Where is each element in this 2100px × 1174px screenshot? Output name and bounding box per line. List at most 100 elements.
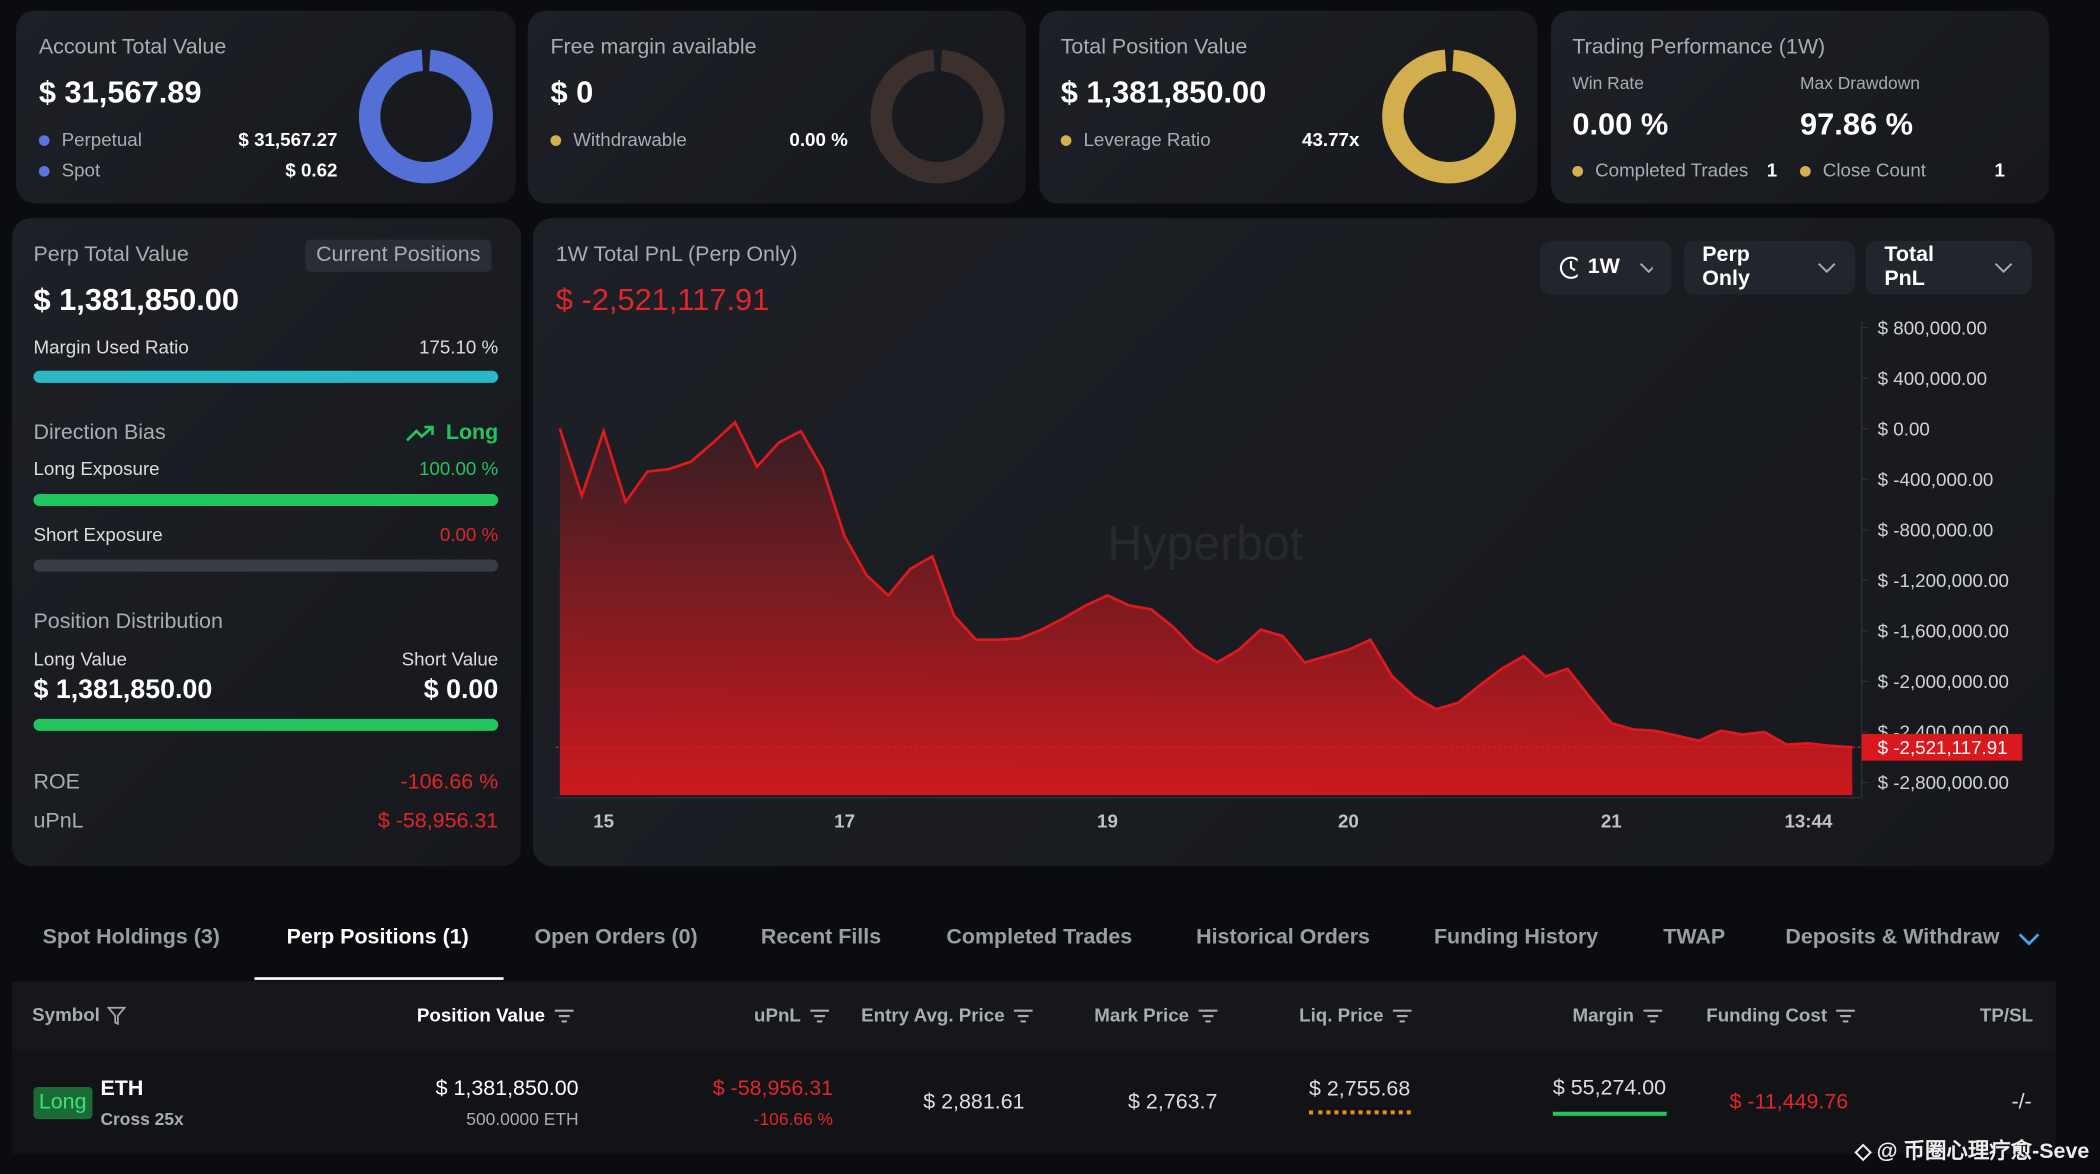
label: Spot (61, 159, 101, 181)
column-header[interactable]: Entry Avg. Price (861, 1004, 1034, 1025)
label: Short Exposure (33, 523, 163, 545)
donut (358, 49, 493, 184)
control-label: Perp Only (1702, 243, 1750, 291)
scope-select[interactable]: Perp Only (1683, 240, 1855, 295)
tab[interactable]: Perp Positions (1) (286, 926, 469, 950)
upnl-pct: -106.66 % (753, 1109, 834, 1130)
sort-icon (810, 1010, 830, 1023)
column-label: Funding Cost (1706, 1003, 1828, 1026)
mode: Cross 25x (100, 1109, 184, 1130)
column-header[interactable]: Mark Price (1094, 1004, 1218, 1025)
label: Close Count (1822, 159, 1926, 181)
metric-select[interactable]: Total PnL (1865, 240, 2032, 295)
mark-price: $ 2,763.7 (1128, 1090, 1218, 1114)
chevron (1995, 263, 2013, 274)
value: 100.00 % (418, 457, 499, 480)
card-value: $ 31,567.89 (38, 74, 202, 110)
trend-icon (406, 425, 434, 442)
badge[interactable]: Current Positions (305, 239, 492, 272)
funding-cost: $ -11,449.76 (1729, 1090, 1849, 1114)
value: -106.66 % (400, 771, 499, 794)
sort-icon (1198, 1010, 1218, 1023)
column-header[interactable]: Liq. Price (1299, 1004, 1413, 1025)
column-label: uPnL (754, 1003, 801, 1026)
card-value: $ 0 (550, 74, 594, 110)
control-label: Total PnL (1884, 243, 1934, 291)
label: Max Drawdown (1800, 72, 1920, 94)
legend-item: Leverage Ratio (1060, 129, 1211, 150)
column-header[interactable]: Margin (1572, 1004, 1663, 1025)
bias: Long (406, 421, 499, 446)
chart-title: 1W Total PnL (Perp Only) (555, 243, 798, 267)
card-title: Total Position Value (1060, 36, 1248, 59)
more-chevron[interactable] (2018, 933, 2040, 946)
sort-icon (1014, 1010, 1033, 1023)
legend-item: Perpetual (38, 128, 142, 150)
label: ROE (33, 771, 80, 794)
clock-icon (1559, 256, 1578, 279)
column-header[interactable]: TP/SL (1980, 1004, 2033, 1025)
donut (1382, 49, 1517, 184)
perp-value: $ 1,381,850.00 (33, 281, 240, 317)
sort-icon (1392, 1010, 1412, 1023)
side-badge: Long (33, 1086, 92, 1120)
upnl: $ -58,956.31 (712, 1077, 834, 1101)
label: Short Value (401, 647, 499, 670)
symbol: ETH (100, 1077, 144, 1101)
entry-price: $ 2,881.61 (923, 1090, 1025, 1114)
tab[interactable]: Spot Holdings (3) (42, 926, 220, 950)
column-label: Margin (1572, 1003, 1634, 1026)
value: 0.00 % (439, 523, 499, 545)
position-size: 500.0000 ETH (466, 1109, 579, 1130)
column-label: Mark Price (1094, 1003, 1190, 1026)
value: $ -58,956.31 (377, 809, 499, 833)
label: uPnL (33, 809, 84, 833)
donuts (358, 49, 1517, 184)
label: Direction Bias (33, 421, 166, 445)
table-row (12, 1050, 2056, 1154)
progress-bar (33, 493, 499, 507)
tab[interactable]: Funding History (1433, 926, 1599, 950)
item-value: 43.77x (1302, 128, 1360, 150)
legend-item: Completed Trades (1572, 159, 1749, 181)
card-title: Account Total Value (38, 36, 227, 59)
card-value: $ 1,381,850.00 (1060, 74, 1267, 110)
period-select[interactable]: 1W (1540, 240, 1672, 295)
item-value: 1 (1994, 159, 2005, 181)
chart-value: $ -2,521,117.91 (555, 281, 770, 317)
tab[interactable]: Recent Fills (760, 926, 882, 950)
column-header[interactable]: Position Value (417, 1004, 575, 1025)
tab[interactable]: Historical Orders (1196, 926, 1370, 950)
margin: $ 55,274.00 (1552, 1077, 1667, 1116)
bias-value: Long (445, 421, 499, 445)
liq-price: $ 2,755.68 (1308, 1078, 1411, 1115)
column-header[interactable]: uPnL (754, 1004, 830, 1025)
item-value: 1 (1766, 159, 1778, 181)
tpsl: -/- (2011, 1090, 2032, 1114)
tab[interactable]: Open Orders (0) (534, 926, 698, 950)
tab[interactable]: Deposits & Withdraw (1785, 926, 2000, 950)
label: Win Rate (1572, 72, 1644, 94)
column-header[interactable]: Symbol (32, 1004, 126, 1026)
legend-item: Withdrawable (550, 129, 687, 150)
tab[interactable]: TWAP (1663, 926, 1726, 950)
progress-bar (33, 718, 499, 731)
value: $ 0.00 (423, 675, 499, 705)
value: 175.10 % (418, 336, 499, 358)
progress-bar (33, 370, 499, 383)
tab[interactable]: Completed Trades (946, 926, 1133, 950)
control-label: 1W (1587, 255, 1620, 279)
column-header[interactable]: Funding Cost (1706, 1004, 1856, 1025)
label: Completed Trades (1595, 159, 1749, 181)
logo: ◇ (1854, 1140, 1872, 1164)
table-header (12, 981, 2056, 1051)
label: Long Exposure (33, 457, 160, 480)
label: Long Value (33, 647, 127, 670)
label: Position Distribution (33, 610, 223, 634)
value: $ 1,381,850.00 (33, 675, 213, 705)
progress-bar (33, 559, 499, 572)
legend-item: Spot (38, 159, 101, 181)
label: Perpetual (61, 128, 142, 150)
